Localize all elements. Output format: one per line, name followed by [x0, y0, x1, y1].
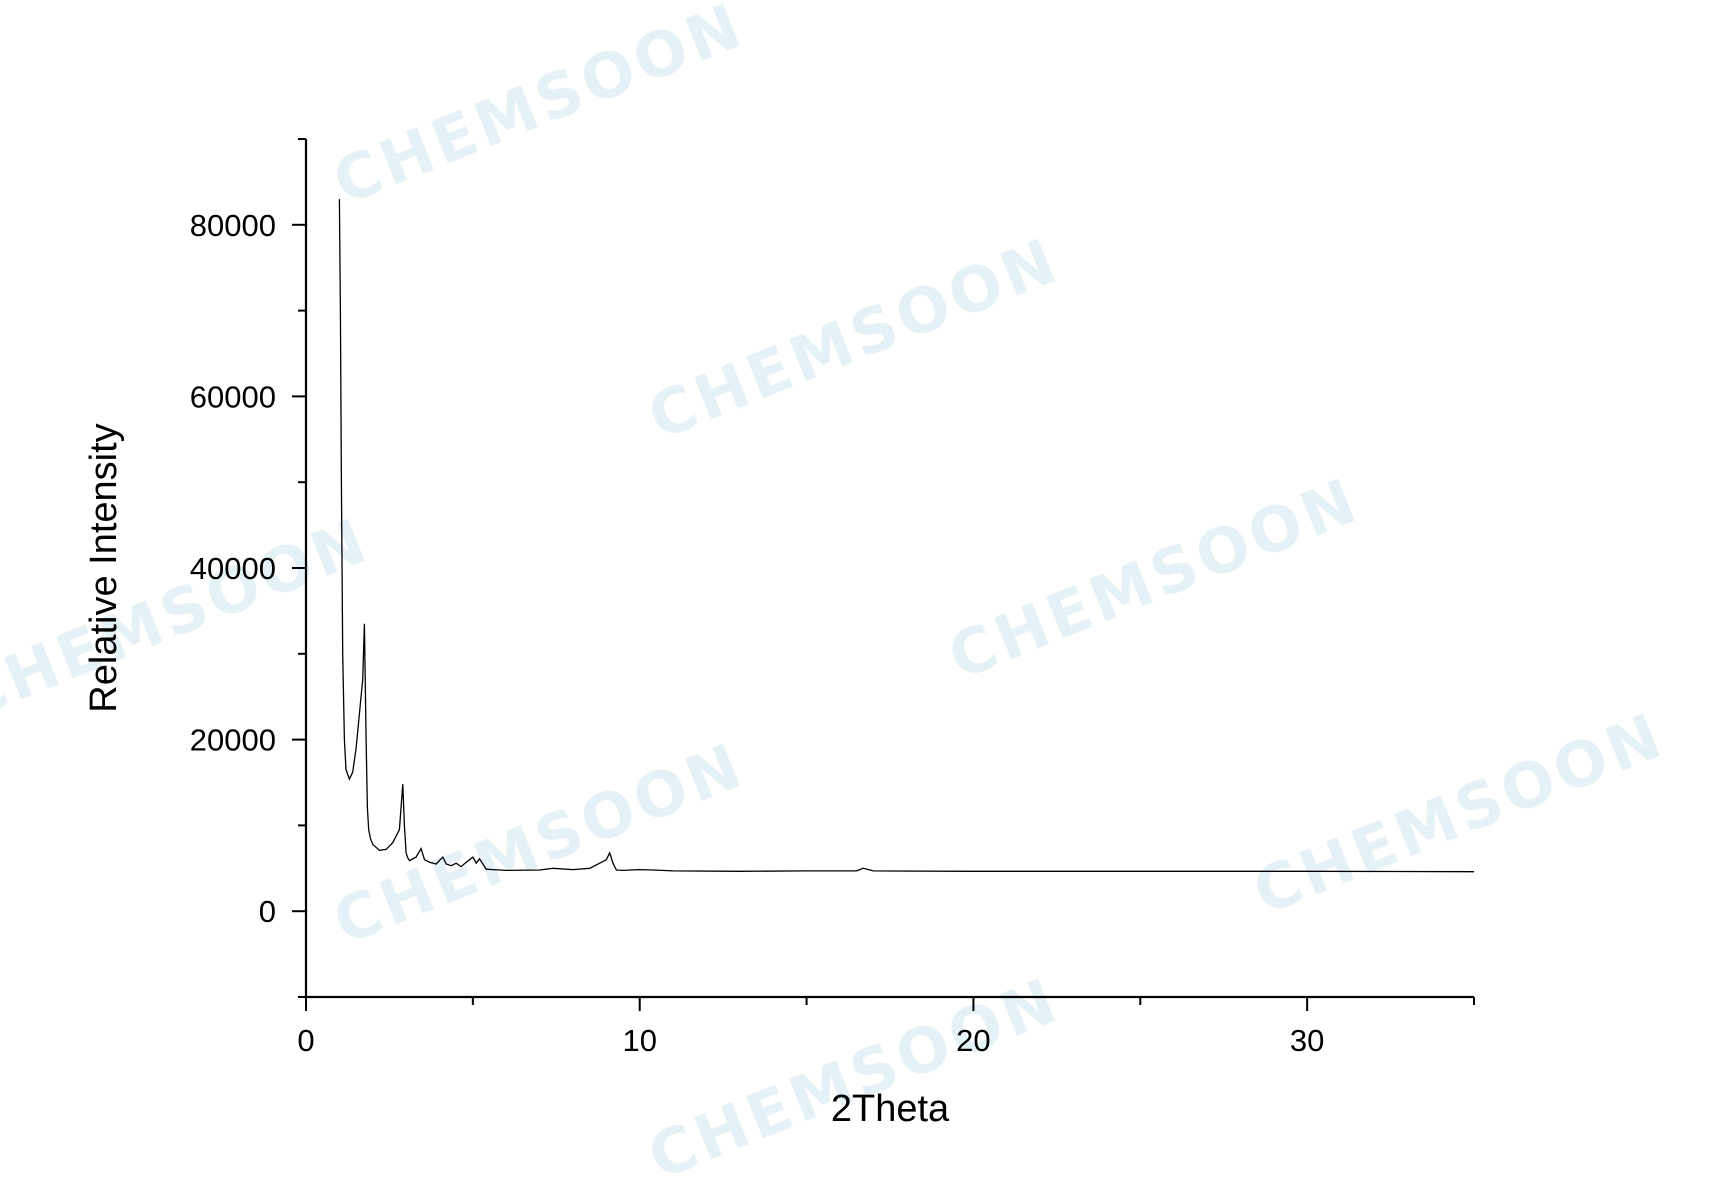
y-tick-label: 60000: [190, 379, 276, 414]
y-ticks: 0 20000 40000 60000 80000: [190, 138, 306, 998]
watermark-text: CHEMSOON: [323, 728, 754, 959]
watermark-layer: CHEMSOON CHEMSOON CHEMSOON CHEMSOON CHEM…: [0, 0, 1674, 1194]
watermark-text: CHEMSOON: [638, 223, 1069, 454]
watermark-text: CHEMSOON: [0, 503, 379, 734]
watermark-text: CHEMSOON: [323, 0, 754, 219]
y-axis-title: Relative Intensity: [83, 423, 125, 712]
watermark-text: CHEMSOON: [1243, 698, 1674, 929]
series-line: [338, 199, 1475, 873]
x-tick-label: 10: [622, 1023, 656, 1058]
x-tick-label: 30: [1290, 1023, 1324, 1058]
x-ticks: 0 10 20 30: [297, 997, 1475, 1058]
y-tick-label: 20000: [190, 723, 276, 758]
y-tick-label: 40000: [190, 551, 276, 586]
y-tick-label: 80000: [190, 208, 276, 243]
x-tick-label: 0: [297, 1023, 314, 1058]
x-axis-title: 2Theta: [831, 1088, 950, 1130]
y-tick-label: 0: [259, 894, 276, 929]
x-tick-label: 20: [956, 1023, 990, 1058]
axes: 0 20000 40000 60000 80000 0 10 20 30: [190, 138, 1475, 1058]
watermark-text: CHEMSOON: [938, 463, 1369, 694]
